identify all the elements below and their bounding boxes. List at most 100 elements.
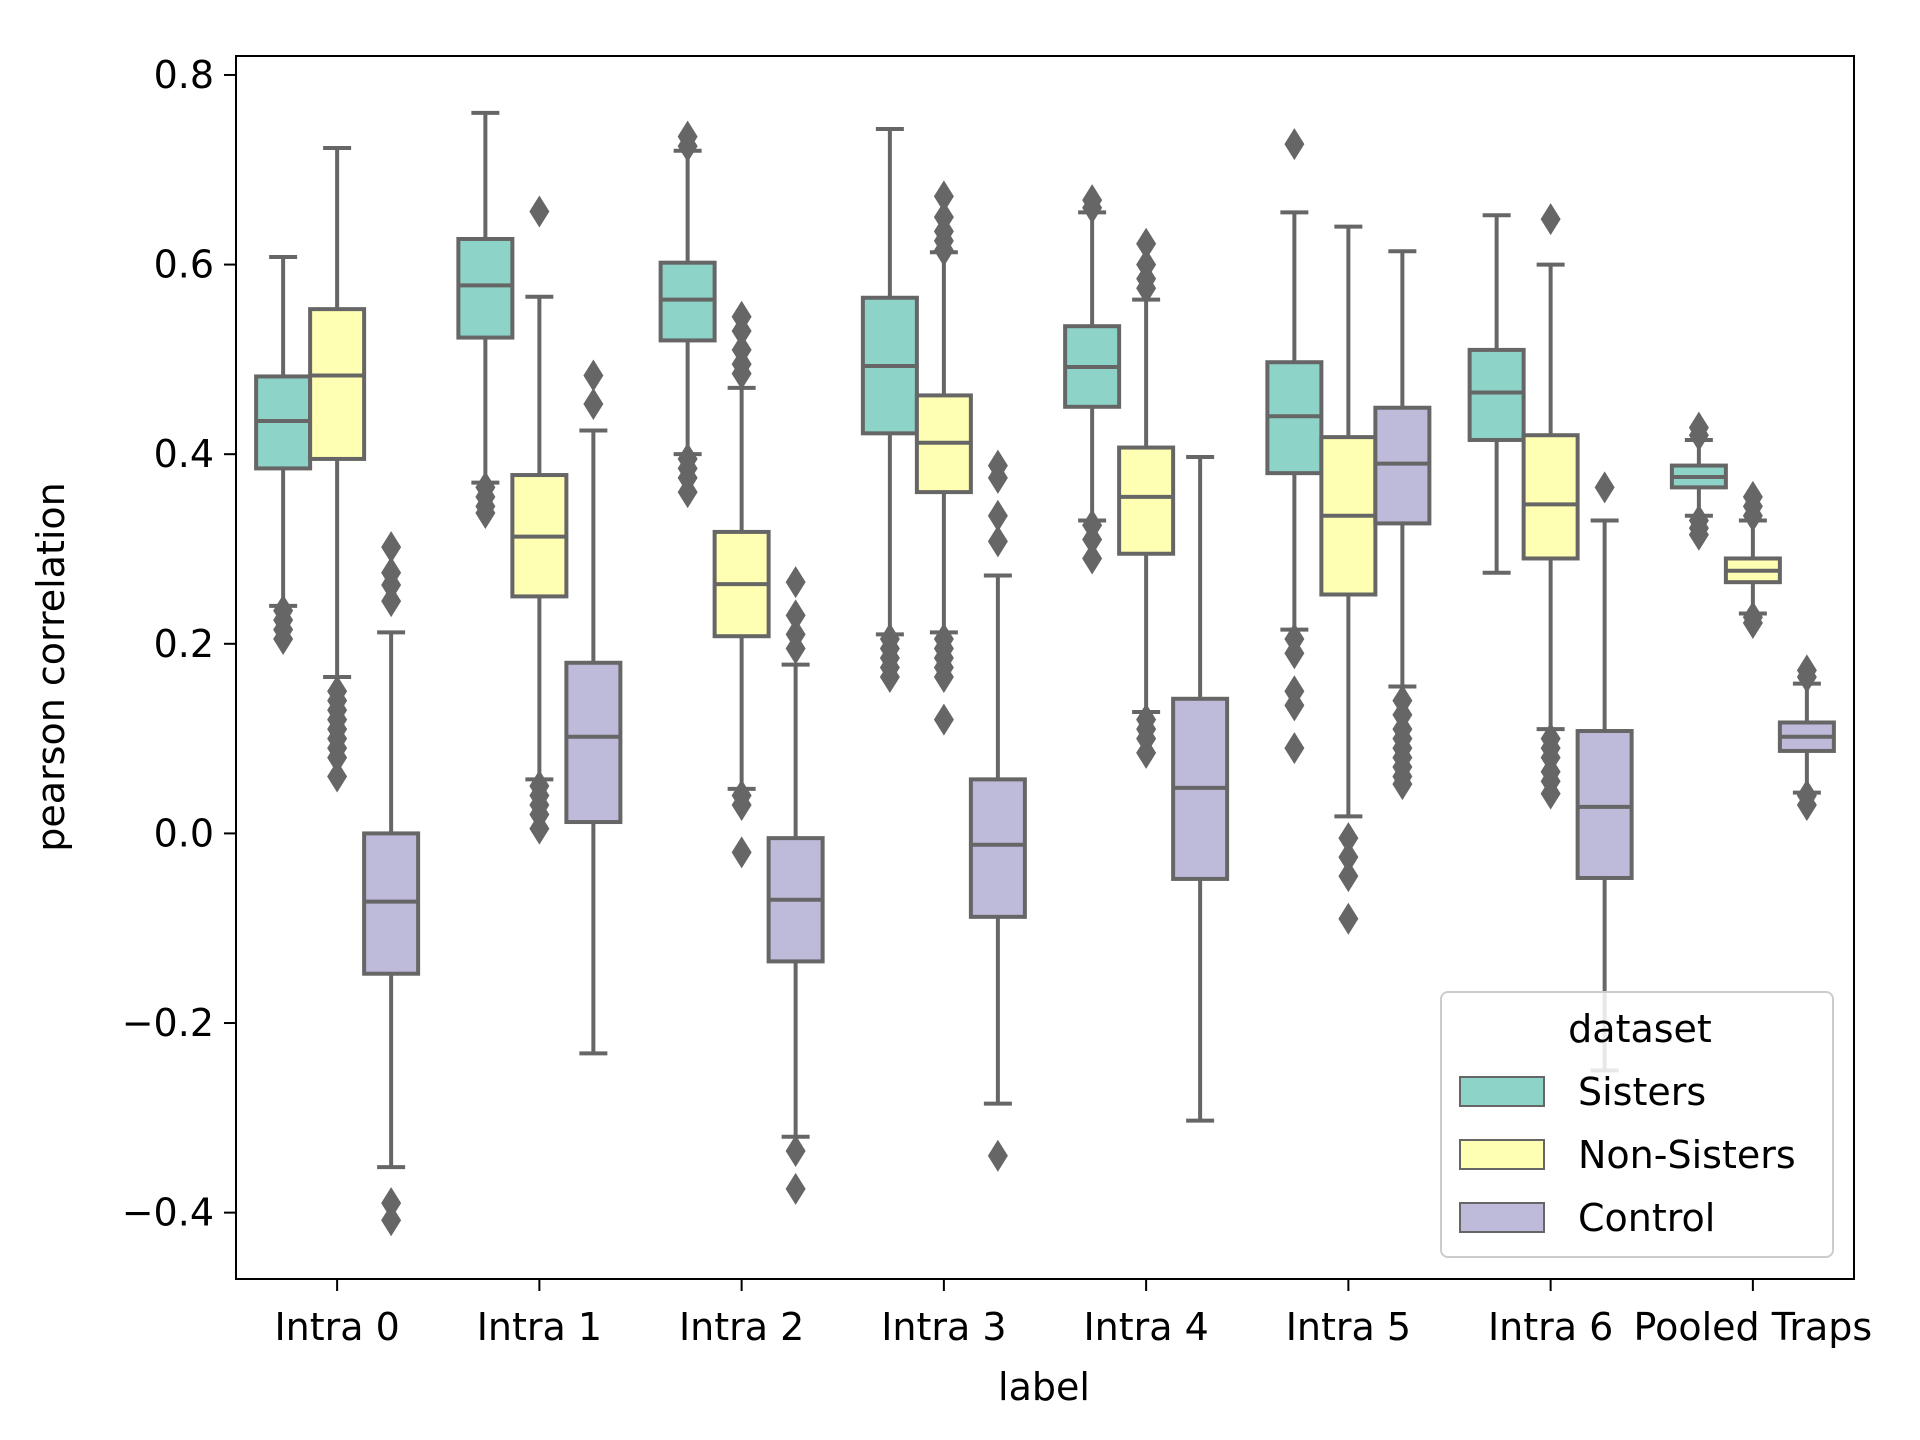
x-tick-label: Pooled Traps bbox=[1634, 1305, 1873, 1349]
plot-area bbox=[254, 110, 1836, 1237]
box-sisters-2 bbox=[456, 110, 515, 529]
box-control-6 bbox=[1373, 249, 1432, 801]
outlier-point bbox=[1284, 732, 1305, 765]
legend-frame bbox=[1440, 991, 1834, 1258]
x-tick-label: Intra 2 bbox=[679, 1305, 804, 1349]
box-control-2 bbox=[564, 359, 623, 1056]
outlier-point bbox=[1338, 841, 1359, 874]
box-sisters-3 bbox=[658, 120, 717, 509]
box-control-5 bbox=[1171, 455, 1230, 1123]
outlier-point bbox=[1688, 518, 1709, 551]
box-iqr bbox=[456, 236, 515, 340]
box-sisters-5 bbox=[1063, 184, 1122, 575]
outlier-point bbox=[933, 660, 954, 693]
outlier-point bbox=[1338, 860, 1359, 893]
box-non-sisters-8 bbox=[1723, 480, 1782, 639]
box-iqr bbox=[1575, 729, 1634, 880]
box-non-sisters-5 bbox=[1117, 227, 1176, 769]
outlier-point bbox=[529, 812, 550, 845]
outlier-point bbox=[987, 499, 1008, 532]
x-tick-label: Intra 5 bbox=[1286, 1305, 1411, 1349]
outlier-point bbox=[381, 531, 402, 564]
box-control-3 bbox=[766, 566, 825, 1205]
outlier-point bbox=[1082, 523, 1103, 556]
outlier-point bbox=[1540, 777, 1561, 810]
outlier-point bbox=[731, 836, 752, 869]
y-axis-label: pearson correlation bbox=[29, 482, 73, 852]
x-tick-label: Intra 4 bbox=[1083, 1305, 1208, 1349]
outlier-point bbox=[1136, 227, 1157, 260]
x-axis-label: label bbox=[998, 1365, 1090, 1409]
y-axis: −0.4 −0.2 0.0 0.2 0.4 0.6 0.8 bbox=[122, 53, 236, 1235]
legend-swatch-sisters bbox=[1459, 1076, 1545, 1107]
outlier-point bbox=[529, 195, 550, 228]
box-iqr bbox=[1521, 433, 1580, 561]
outlier-point bbox=[1796, 788, 1817, 821]
outlier-point bbox=[785, 1135, 806, 1168]
outlier-point bbox=[987, 461, 1008, 494]
outlier-point bbox=[1540, 203, 1561, 236]
legend-swatch-non-sisters bbox=[1459, 1139, 1545, 1170]
outlier-point bbox=[475, 496, 496, 529]
y-tick-label: 0.8 bbox=[154, 53, 214, 97]
outlier-point bbox=[327, 741, 348, 774]
box-iqr bbox=[564, 660, 623, 825]
outlier-point bbox=[1392, 768, 1413, 801]
outlier-point bbox=[1796, 660, 1817, 693]
outlier-point bbox=[933, 180, 954, 213]
box-non-sisters-1 bbox=[308, 145, 367, 793]
box-non-sisters-6 bbox=[1319, 224, 1378, 935]
legend: dataset Sisters Non-Sisters Control bbox=[1440, 991, 1834, 1258]
outlier-point bbox=[731, 788, 752, 821]
outlier-point bbox=[1136, 736, 1157, 769]
outlier-point bbox=[1082, 191, 1103, 224]
x-tick-label: Intra 3 bbox=[881, 1305, 1006, 1349]
outlier-point bbox=[1742, 499, 1763, 532]
outlier-point bbox=[1284, 689, 1305, 722]
x-tick-label: Intra 1 bbox=[477, 1305, 602, 1349]
outlier-point bbox=[583, 359, 604, 392]
outlier-point bbox=[879, 660, 900, 693]
box-control-1 bbox=[362, 531, 421, 1237]
box-iqr bbox=[1467, 347, 1526, 442]
box-iqr bbox=[308, 307, 367, 461]
x-tick-label: Intra 0 bbox=[274, 1305, 399, 1349]
outlier-point bbox=[1742, 606, 1763, 639]
outlier-point bbox=[1338, 822, 1359, 855]
outlier-point bbox=[1688, 419, 1709, 452]
outlier-point bbox=[933, 703, 954, 736]
legend-title: dataset bbox=[1568, 1007, 1712, 1051]
outlier-point bbox=[381, 569, 402, 602]
box-iqr bbox=[968, 777, 1027, 919]
box-sisters-6 bbox=[1265, 128, 1324, 765]
outlier-point bbox=[1284, 637, 1305, 670]
legend-label-non-sisters: Non-Sisters bbox=[1578, 1133, 1796, 1177]
outlier-point bbox=[1338, 902, 1359, 935]
y-tick-label: 0.2 bbox=[154, 622, 214, 666]
box-iqr bbox=[1117, 445, 1176, 556]
box-sisters-7 bbox=[1467, 213, 1526, 575]
outlier-point bbox=[381, 1187, 402, 1220]
outlier-point bbox=[785, 566, 806, 599]
box-control-8 bbox=[1777, 654, 1836, 821]
outlier-point bbox=[731, 357, 752, 390]
legend-swatch-control bbox=[1459, 1202, 1545, 1233]
box-sisters-8 bbox=[1669, 411, 1728, 551]
box-sisters-4 bbox=[860, 127, 919, 693]
box-sisters-1 bbox=[254, 254, 313, 656]
outlier-point bbox=[785, 632, 806, 665]
y-tick-label: −0.4 bbox=[122, 1191, 214, 1235]
x-tick-label: Intra 6 bbox=[1488, 1305, 1613, 1349]
outlier-point bbox=[731, 314, 752, 347]
legend-label-sisters: Sisters bbox=[1578, 1070, 1706, 1114]
outlier-point bbox=[987, 525, 1008, 558]
box-control-4 bbox=[968, 449, 1027, 1172]
y-tick-label: 0.4 bbox=[154, 432, 214, 476]
outlier-point bbox=[1594, 471, 1615, 504]
outlier-point bbox=[273, 623, 294, 656]
y-tick-label: 0.6 bbox=[154, 243, 214, 287]
plot-frame bbox=[235, 55, 1855, 1280]
box-non-sisters-3 bbox=[712, 300, 771, 869]
outlier-point bbox=[785, 599, 806, 632]
